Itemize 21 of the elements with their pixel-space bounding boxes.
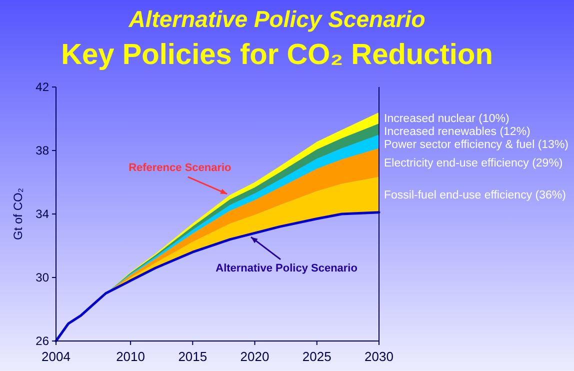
series-label: Increased nuclear (10%) <box>384 112 510 125</box>
x-tick-label: 2025 <box>302 349 332 364</box>
series-label: Fossil-fuel end-use efficiency (36%) <box>384 190 566 202</box>
series-label: Increased renewables (12%) <box>384 126 531 138</box>
y-axis-title: Gt of CO₂ <box>11 188 25 240</box>
x-tick-label: 2030 <box>364 349 394 364</box>
x-tick-label: 2004 <box>42 349 70 364</box>
chart-title: Alternative Policy Scenario <box>128 6 426 32</box>
y-tick-label: 38 <box>36 144 50 158</box>
annotation: Alternative Policy Scenario <box>216 262 358 274</box>
series-label: Electricity end-use efficiency (29%) <box>384 157 563 170</box>
x-tick-label: 2010 <box>116 349 145 364</box>
x-tick-label: 2015 <box>178 349 208 364</box>
x-tick-label: 2020 <box>240 349 270 364</box>
y-tick-label: 26 <box>36 334 50 348</box>
y-tick-label: 42 <box>36 80 50 94</box>
series-label: Power sector efficiency & fuel (13%) <box>384 138 569 151</box>
y-tick-label: 30 <box>36 270 50 285</box>
chart-subtitle: Key Policies for CO₂ Reduction <box>61 39 493 71</box>
annotation: Reference Scenario <box>128 162 232 174</box>
y-tick-label: 34 <box>36 207 50 222</box>
